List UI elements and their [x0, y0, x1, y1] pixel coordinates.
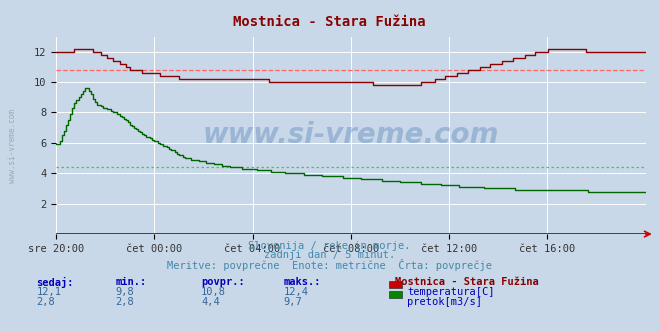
Text: min.:: min.:	[115, 277, 146, 287]
Text: Mostnica - Stara Fužina: Mostnica - Stara Fužina	[233, 15, 426, 29]
Text: 2,8: 2,8	[115, 297, 134, 307]
Text: 10,8: 10,8	[201, 287, 226, 297]
Text: Slovenija / reke in morje.: Slovenija / reke in morje.	[248, 241, 411, 251]
Text: zadnji dan / 5 minut.: zadnji dan / 5 minut.	[264, 250, 395, 260]
Text: www.si-vreme.com: www.si-vreme.com	[203, 121, 499, 149]
Text: 9,8: 9,8	[115, 287, 134, 297]
Text: sedaj:: sedaj:	[36, 277, 74, 288]
Text: 12,4: 12,4	[283, 287, 308, 297]
Text: maks.:: maks.:	[283, 277, 321, 287]
Text: pretok[m3/s]: pretok[m3/s]	[407, 297, 482, 307]
Text: povpr.:: povpr.:	[201, 277, 244, 287]
Text: Meritve: povprečne  Enote: metrične  Črta: povprečje: Meritve: povprečne Enote: metrične Črta:…	[167, 259, 492, 271]
Text: 9,7: 9,7	[283, 297, 302, 307]
Text: www.si-vreme.com: www.si-vreme.com	[8, 109, 17, 183]
Text: temperatura[C]: temperatura[C]	[407, 287, 495, 297]
Text: 4,4: 4,4	[201, 297, 219, 307]
Text: Mostnica - Stara Fužina: Mostnica - Stara Fužina	[395, 277, 539, 287]
Text: 12,1: 12,1	[36, 287, 61, 297]
Text: 2,8: 2,8	[36, 297, 55, 307]
